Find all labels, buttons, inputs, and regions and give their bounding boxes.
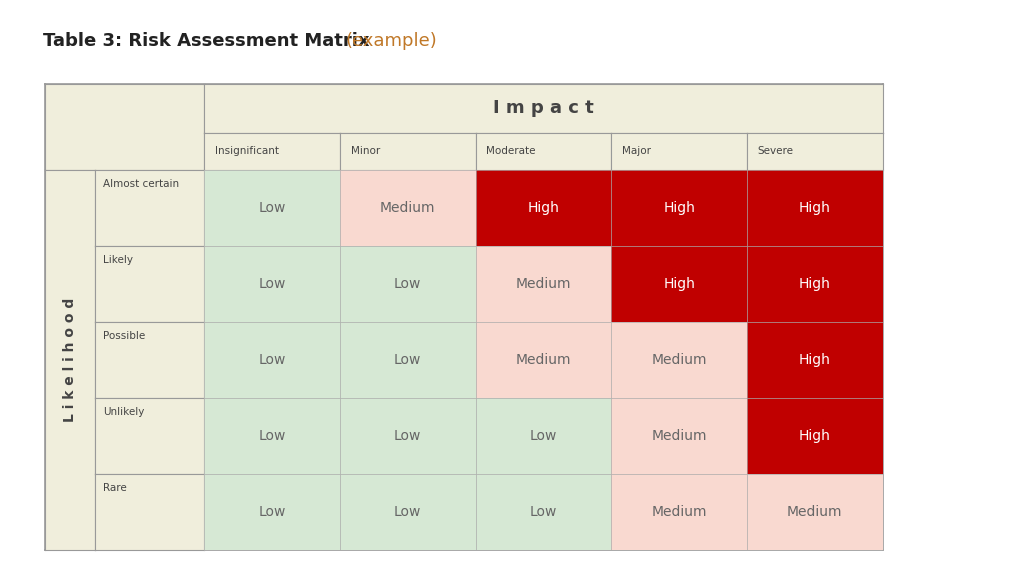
Text: Low: Low <box>394 505 422 519</box>
Text: Medium: Medium <box>651 505 707 519</box>
Text: High: High <box>799 429 830 443</box>
Text: High: High <box>527 201 559 215</box>
Text: Almost certain: Almost certain <box>103 179 179 189</box>
Text: Low: Low <box>529 505 557 519</box>
Text: Unlikely: Unlikely <box>103 407 144 417</box>
Text: Moderate: Moderate <box>486 146 536 156</box>
Text: Low: Low <box>258 353 286 367</box>
Text: High: High <box>664 277 695 291</box>
Text: High: High <box>664 201 695 215</box>
Text: L i k e l i h o o d: L i k e l i h o o d <box>63 298 77 422</box>
Text: Medium: Medium <box>787 505 843 519</box>
Text: Severe: Severe <box>758 146 794 156</box>
Text: Medium: Medium <box>651 353 707 367</box>
Text: High: High <box>799 201 830 215</box>
Text: Insignificant: Insignificant <box>215 146 280 156</box>
Text: Major: Major <box>623 146 651 156</box>
Text: Low: Low <box>529 429 557 443</box>
Text: Rare: Rare <box>103 483 127 493</box>
Text: Possible: Possible <box>103 331 145 341</box>
Text: Low: Low <box>394 429 422 443</box>
Text: Low: Low <box>394 277 422 291</box>
Text: I m p a c t: I m p a c t <box>494 99 594 117</box>
Text: Low: Low <box>258 429 286 443</box>
Text: High: High <box>799 277 830 291</box>
Text: Low: Low <box>258 201 286 215</box>
Text: Likely: Likely <box>103 255 133 265</box>
Text: (example): (example) <box>345 32 437 50</box>
Text: Medium: Medium <box>516 353 571 367</box>
Text: Medium: Medium <box>516 277 571 291</box>
Text: Medium: Medium <box>651 429 707 443</box>
Text: Low: Low <box>258 277 286 291</box>
Text: Minor: Minor <box>351 146 380 156</box>
Text: Low: Low <box>258 505 286 519</box>
Text: Medium: Medium <box>380 201 435 215</box>
Text: High: High <box>799 353 830 367</box>
Text: Table 3: Risk Assessment Matrix: Table 3: Risk Assessment Matrix <box>43 32 376 50</box>
Text: Low: Low <box>394 353 422 367</box>
